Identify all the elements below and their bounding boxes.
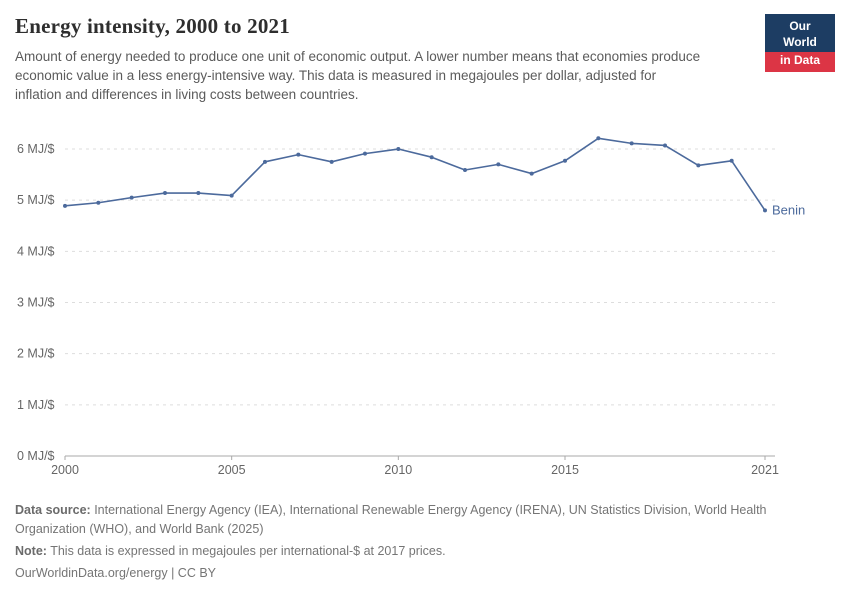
y-tick-label: 5 MJ/$: [17, 194, 55, 208]
chart-footer: Data source: International Energy Agency…: [15, 493, 790, 582]
data-point: [363, 152, 367, 157]
citation-line: OurWorldinData.org/energy | CC BY: [15, 564, 790, 583]
series-end-label: Benin: [772, 203, 805, 218]
chart-area: 0 MJ/$ 1 MJ/$ 2 MJ/$ 3 MJ/$ 4 MJ/$ 5 MJ/$ 6 MJ…: [15, 110, 835, 493]
data-point: [696, 163, 701, 168]
data-point: [196, 191, 201, 196]
y-tick-label: 0 MJ/$: [17, 449, 55, 463]
data-source-label: Data source:: [15, 503, 91, 518]
data-point: [329, 160, 334, 165]
data-point: [163, 191, 167, 196]
data-point: [396, 147, 401, 152]
note-text: This data is expressed in megajoules per…: [46, 543, 446, 558]
data-point: [463, 168, 467, 173]
y-tick-label: 6 MJ/$: [17, 142, 55, 156]
chart-subtitle: Amount of energy needed to produce one u…: [15, 49, 701, 103]
owid-chart-page: Energy intensity, 2000 to 2021 Our World…: [15, 14, 835, 582]
data-point: [229, 194, 234, 199]
note-label: Note:: [15, 543, 47, 558]
note-line: Note: This data is expressed in megajoul…: [15, 542, 790, 561]
line-chart: 0 MJ/$ 1 MJ/$ 2 MJ/$ 3 MJ/$ 4 MJ/$ 5 MJ/$ 6 MJ…: [17, 136, 805, 477]
data-point: [63, 204, 67, 209]
data-source-line: Data source: International Energy Agency…: [15, 501, 790, 539]
series-line: [64, 137, 766, 212]
data-point: [629, 141, 634, 146]
y-tick-label: 2 MJ/$: [17, 347, 55, 361]
data-point: [129, 196, 134, 201]
x-tick-label: 2005: [218, 463, 246, 477]
data-point: [529, 172, 534, 177]
x-tick-label: 2015: [551, 463, 579, 477]
data-point: [563, 159, 567, 164]
x-tick-label: 2021: [751, 463, 779, 477]
data-point: [763, 208, 767, 213]
owid-logo-line1: Our World: [783, 19, 817, 49]
x-tick-label: 2010: [384, 463, 412, 477]
owid-logo: Our World in Data: [765, 14, 835, 72]
data-point: [296, 153, 301, 158]
data-point: [496, 162, 501, 167]
y-tick-label: 3 MJ/$: [17, 296, 55, 310]
chart-header: Energy intensity, 2000 to 2021 Our World…: [15, 14, 835, 104]
data-source-text: International Energy Agency (IEA), Inter…: [15, 503, 767, 537]
x-tick-label: 2000: [51, 463, 79, 477]
y-tick-label: 1 MJ/$: [17, 398, 55, 412]
data-point: [96, 201, 101, 206]
owid-logo-line2: in Data: [765, 52, 835, 72]
data-point: [596, 136, 601, 141]
page-title: Energy intensity, 2000 to 2021: [15, 14, 290, 38]
data-point: [429, 155, 434, 160]
data-point: [663, 143, 667, 148]
data-point: [729, 159, 734, 164]
data-point: [263, 160, 267, 165]
owid-citation-link[interactable]: OurWorldinData.org/energy | CC BY: [15, 565, 217, 580]
y-tick-label: 4 MJ/$: [17, 245, 55, 259]
